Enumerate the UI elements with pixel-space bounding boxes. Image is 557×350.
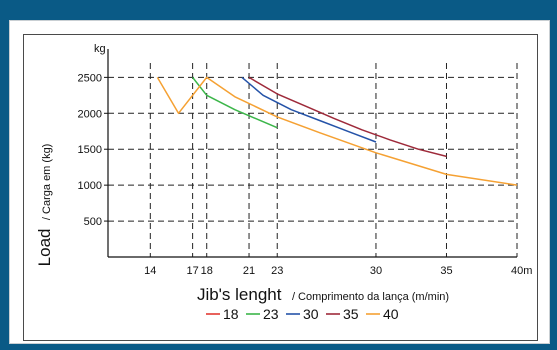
x-tick-label: 23	[271, 265, 283, 277]
y-tick-label: 2000	[78, 108, 102, 120]
chart-panel	[23, 34, 538, 341]
legend-label-35: 35	[343, 306, 359, 322]
legend-label-30: 30	[303, 306, 319, 322]
series-lines	[156, 76, 518, 186]
legend-label-23: 23	[263, 306, 279, 322]
y-tick-label: 1500	[78, 144, 102, 156]
y-axis-title: Load	[35, 229, 54, 267]
y-tick-label: 1000	[78, 180, 102, 192]
x-tick-labels: 14 17 18 21 23 30 35 40m	[144, 265, 532, 277]
x-tick-label: 21	[243, 265, 255, 277]
y-tick-label: 2500	[78, 72, 102, 84]
chart-frame	[9, 20, 550, 344]
x-tick-label: 17	[186, 265, 198, 277]
x-axis-subtitle: / Comprimento da lança (m/min)	[292, 291, 449, 303]
x-tick-label: 35	[440, 265, 452, 277]
y-axis-subtitle: / Carga em (kg)	[41, 144, 53, 220]
svg-text:Jib's lenght / Comprimento: Jib's lenght / Comprimento da lança (m/m…	[197, 285, 449, 304]
series-line-35	[248, 76, 447, 158]
svg-text:Load / Carga em (kg): Load / Carga em (kg)	[35, 144, 54, 267]
x-tick-label: 18	[201, 265, 213, 277]
grid-lines	[108, 63, 518, 257]
y-tick-labels: 500 1000 1500 2000 2500	[78, 72, 102, 228]
x-tick-label: 30	[370, 265, 382, 277]
y-tick-label: 500	[84, 216, 102, 228]
x-tick-label: 14	[144, 265, 156, 277]
y-unit-label: kg	[94, 43, 106, 55]
axes	[104, 49, 517, 258]
series-line-30	[241, 76, 377, 143]
x-unit-label: m	[523, 265, 532, 277]
x-axis-title: Jib's lenght	[197, 285, 282, 304]
series-line-40	[156, 76, 518, 186]
legend-label-40: 40	[383, 306, 399, 322]
legend: 18 23 30 35 40	[206, 306, 399, 322]
x-tick-label: 40m	[511, 265, 532, 277]
legend-label-18: 18	[223, 306, 239, 322]
series-line-23	[192, 76, 278, 129]
